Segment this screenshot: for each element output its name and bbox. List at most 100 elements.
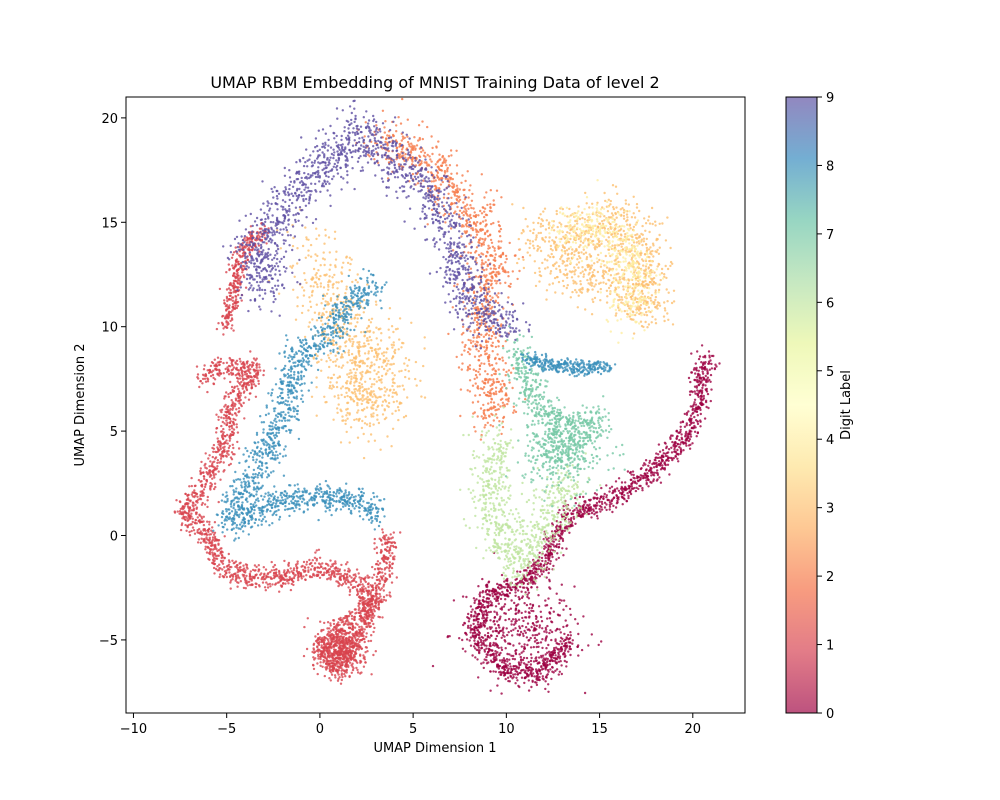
scatter-point bbox=[678, 438, 681, 442]
scatter-point bbox=[708, 368, 711, 371]
scatter-point bbox=[229, 587, 232, 590]
scatter-point bbox=[519, 585, 522, 589]
scatter-point bbox=[480, 609, 483, 612]
scatter-point bbox=[482, 643, 485, 646]
scatter-point bbox=[677, 453, 680, 456]
scatter-point bbox=[382, 574, 385, 578]
scatter-point bbox=[576, 622, 579, 625]
scatter-point bbox=[655, 452, 658, 455]
scatter-point bbox=[498, 626, 501, 629]
scatter-point bbox=[203, 503, 207, 506]
scatter-point bbox=[708, 378, 711, 382]
scatter-point bbox=[357, 635, 361, 638]
scatter-point bbox=[669, 456, 673, 460]
scatter-point bbox=[533, 675, 536, 678]
scatter-point bbox=[327, 564, 330, 567]
scatter-point bbox=[206, 505, 209, 509]
scatter-point bbox=[472, 597, 476, 600]
scatter-point bbox=[674, 445, 677, 448]
scatter-point bbox=[228, 571, 231, 574]
scatter-point bbox=[572, 509, 575, 513]
scatter-point bbox=[239, 360, 242, 363]
scatter-point bbox=[705, 368, 708, 371]
scatter-point bbox=[490, 589, 494, 592]
scatter-point bbox=[661, 464, 664, 467]
scatter-point bbox=[338, 568, 342, 571]
scatter-point bbox=[550, 552, 553, 555]
scatter-point bbox=[231, 443, 234, 446]
scatter-point bbox=[557, 660, 561, 663]
scatter-point bbox=[536, 586, 539, 589]
scatter-point bbox=[693, 401, 696, 404]
scatter-point bbox=[484, 610, 488, 613]
scatter-point bbox=[287, 564, 290, 567]
scatter-point bbox=[583, 512, 586, 515]
scatter-point bbox=[511, 586, 515, 589]
scatter-point bbox=[362, 577, 366, 581]
scatter-point bbox=[203, 528, 206, 531]
scatter-point bbox=[346, 578, 349, 582]
scatter-point bbox=[550, 543, 553, 546]
scatter-point bbox=[560, 583, 563, 586]
scatter-point bbox=[467, 612, 470, 616]
scatter-point bbox=[560, 536, 563, 539]
scatter-point bbox=[706, 371, 709, 375]
scatter-point bbox=[337, 653, 340, 656]
scatter-point bbox=[679, 447, 682, 450]
scatter-point bbox=[492, 653, 495, 656]
scatter-point bbox=[467, 620, 471, 623]
scatter-point bbox=[493, 597, 496, 600]
scatter-point bbox=[629, 478, 632, 482]
scatter-point bbox=[547, 643, 550, 647]
scatter-point bbox=[497, 677, 500, 680]
scatter-point bbox=[600, 486, 603, 490]
scatter-point bbox=[326, 570, 329, 573]
scatter-point bbox=[387, 536, 390, 539]
scatter-point bbox=[203, 364, 206, 367]
scatter-point bbox=[235, 298, 238, 301]
scatter-point bbox=[694, 378, 697, 382]
scatter-point bbox=[243, 237, 246, 240]
scatter-point bbox=[224, 367, 227, 371]
scatter-point bbox=[709, 380, 712, 383]
scatter-point bbox=[487, 611, 490, 614]
scatter-point bbox=[661, 449, 665, 452]
scatter-point bbox=[704, 399, 708, 402]
scatter-point bbox=[543, 545, 546, 548]
scatter-point bbox=[566, 512, 570, 515]
scatter-point bbox=[317, 642, 320, 645]
scatter-point bbox=[354, 622, 358, 625]
scatter-point bbox=[511, 618, 515, 621]
scatter-point bbox=[353, 644, 356, 647]
scatter-point bbox=[358, 640, 361, 644]
scatter-point bbox=[362, 608, 365, 611]
scatter-point bbox=[605, 494, 608, 497]
scatter-point bbox=[596, 496, 599, 500]
scatter-point bbox=[562, 508, 565, 512]
scatter-point bbox=[247, 381, 250, 384]
scatter-point bbox=[490, 634, 493, 637]
scatter-point bbox=[714, 363, 717, 366]
scatter-point bbox=[214, 468, 217, 471]
scatter-point bbox=[596, 517, 599, 520]
scatter-point bbox=[333, 674, 337, 677]
scatter-point bbox=[679, 450, 683, 454]
scatter-point bbox=[328, 633, 332, 637]
scatter-point bbox=[636, 476, 640, 479]
scatter-point bbox=[362, 665, 366, 668]
scatter-point bbox=[241, 268, 245, 272]
scatter-point bbox=[592, 509, 595, 513]
scatter-point bbox=[540, 620, 544, 623]
scatter-point bbox=[492, 657, 495, 661]
scatter-point bbox=[195, 365, 199, 368]
scatter-point bbox=[568, 647, 571, 651]
scatter-point bbox=[548, 663, 551, 666]
scatter-point bbox=[703, 378, 706, 381]
scatter-point bbox=[380, 539, 383, 542]
scatter-point bbox=[257, 568, 260, 571]
scatter-point bbox=[540, 668, 544, 671]
scatter-point bbox=[532, 563, 535, 566]
scatter-point bbox=[181, 512, 184, 515]
scatter-point bbox=[384, 599, 388, 602]
scatter-point bbox=[650, 474, 653, 477]
